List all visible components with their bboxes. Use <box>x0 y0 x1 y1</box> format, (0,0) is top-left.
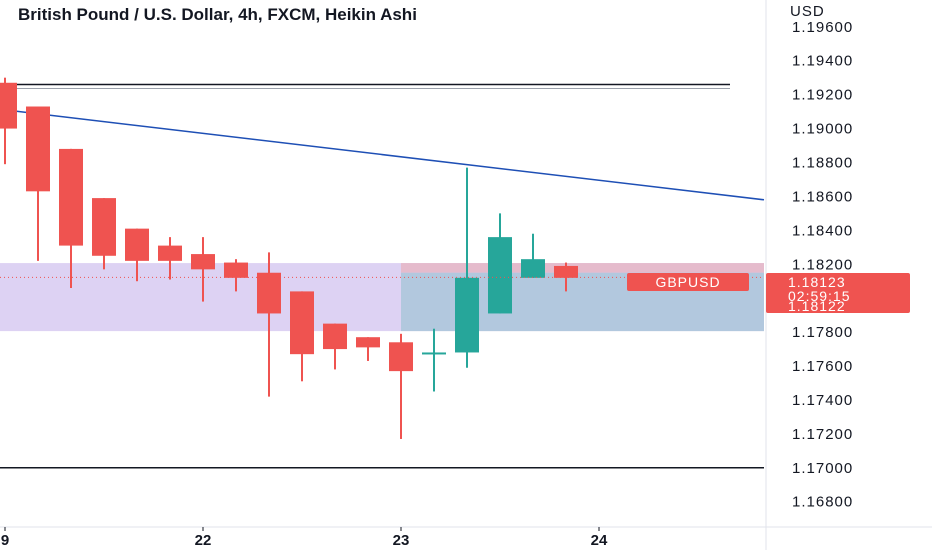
candle <box>389 333 413 439</box>
symbol-tag-label: GBPUSD <box>655 274 720 290</box>
price-tick-label: 1.17400 <box>792 392 853 409</box>
price-tick-label: 1.17600 <box>792 358 853 375</box>
candle-body <box>158 245 182 261</box>
price-tick-label: 1.17000 <box>792 460 853 477</box>
candle <box>59 148 83 289</box>
candle <box>257 252 281 397</box>
price-tick-label: 1.18600 <box>792 188 853 205</box>
candle-body <box>323 323 347 350</box>
candle-body <box>125 228 149 261</box>
candle <box>323 323 347 370</box>
candle <box>554 262 578 292</box>
candle-body <box>554 265 578 278</box>
candle-body <box>488 237 512 314</box>
price-tick-label: 1.19600 <box>792 19 853 36</box>
candle-body <box>191 254 215 270</box>
zone-1 <box>401 263 764 273</box>
candle <box>125 228 149 282</box>
time-tick-label: 9 <box>1 532 9 549</box>
bar-countdown: 02:59:15 <box>788 288 851 304</box>
time-tick-label: 22 <box>195 532 212 549</box>
candle <box>224 259 248 292</box>
candle-body <box>92 198 116 256</box>
candle <box>0 77 17 165</box>
price-axis[interactable]: 1.19600 1.19400 1.19200 1.19000 1.18800 1.186… <box>792 19 853 511</box>
chart-title: British Pound / U.S. Dollar, 4h, FXCM, H… <box>18 5 417 24</box>
price-tick-label: 1.19400 <box>792 53 853 70</box>
candle-body <box>290 291 314 355</box>
symbol-tag-background <box>627 273 749 291</box>
candle-body <box>422 352 446 355</box>
candle <box>92 198 116 270</box>
symbol-tag: GBPUSD <box>627 273 749 291</box>
time-tick-label: 24 <box>591 532 608 549</box>
last-price-value: 1.18123 <box>788 274 846 290</box>
trendline <box>4 109 765 201</box>
candle <box>158 237 182 280</box>
horizontal-lines <box>0 83 764 469</box>
candle-body <box>59 148 83 246</box>
currency-label: USD <box>790 3 825 20</box>
candle-body <box>257 272 281 314</box>
candle <box>521 233 545 278</box>
last-price-tag: 1.18123 02:59:15 1.18122 <box>766 273 910 314</box>
price-tick-label: 1.19200 <box>792 87 853 104</box>
bid-price-value: 1.18122 <box>788 298 846 314</box>
candle <box>290 291 314 382</box>
price-tick-label: 1.18200 <box>792 256 853 273</box>
candle <box>422 328 446 392</box>
price-tick-label: 1.18800 <box>792 154 853 171</box>
last-price-tag-background <box>766 273 910 313</box>
candles <box>0 77 578 439</box>
trendline-layer <box>4 109 765 201</box>
price-tick-label: 1.17800 <box>792 324 853 341</box>
candle-body <box>521 259 545 278</box>
candle-body <box>455 277 479 353</box>
candle <box>455 167 479 368</box>
candle-body <box>389 342 413 372</box>
candle <box>191 237 215 302</box>
candle-body <box>356 337 380 348</box>
time-axis[interactable]: 9 22 23 24 <box>1 527 608 549</box>
price-tick-label: 1.17200 <box>792 426 853 443</box>
candle <box>488 213 512 314</box>
candle-body <box>0 82 17 129</box>
price-tick-label: 1.16800 <box>792 494 853 511</box>
candle <box>26 106 50 261</box>
candle-body <box>224 262 248 278</box>
candle-body <box>26 106 50 192</box>
price-tick-label: 1.19000 <box>792 121 853 138</box>
candle <box>356 337 380 361</box>
price-tick-label: 1.18400 <box>792 222 853 239</box>
time-tick-label: 23 <box>393 532 410 549</box>
